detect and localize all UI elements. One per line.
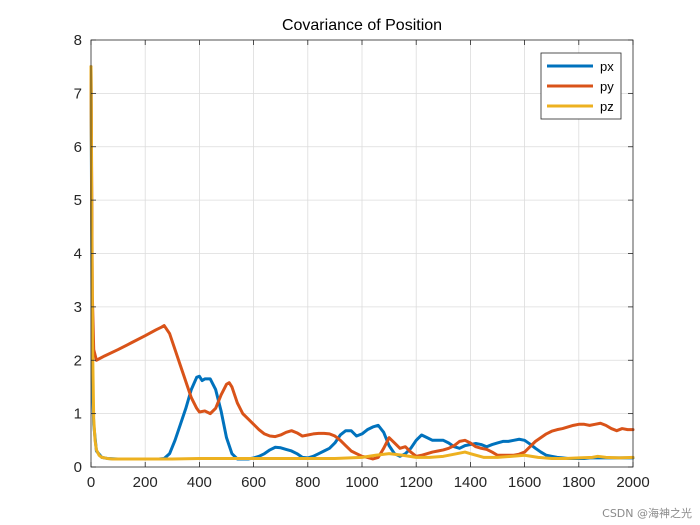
series-layer [89,65,635,461]
y-tick-label: 2 [74,352,82,369]
legend-label-px: px [600,59,614,74]
y-tick-label: 8 [74,32,82,49]
chart-title: Covariance of Position [282,17,442,34]
x-tick-label: 0 [87,474,95,491]
x-tick-label: 1600 [508,474,541,491]
x-tick-label: 1800 [562,474,595,491]
series-line-pz [89,65,635,461]
y-tick-label: 5 [74,192,82,209]
y-tick-label: 7 [74,85,82,102]
x-tick-label: 2000 [616,474,649,491]
y-tick-label: 3 [74,299,82,316]
x-tick-label: 1000 [345,474,378,491]
legend: px py pz [540,52,622,120]
y-tick-label: 1 [74,406,82,423]
x-tick-label: 600 [241,474,266,491]
ticks: 0 200 400 600 800 1000 1200 1400 1600 1800 2000 0 1 2… [74,32,650,491]
x-tick-label: 1400 [454,474,487,491]
legend-label-py: py [600,79,614,94]
y-tick-label: 4 [74,246,82,263]
y-tick-label: 0 [74,459,82,476]
x-tick-label: 800 [295,474,320,491]
x-tick-label: 200 [133,474,158,491]
x-tick-label: 1200 [400,474,433,491]
watermark: CSDN @海神之光 [602,507,692,520]
x-tick-label: 400 [187,474,212,491]
series-line-px [89,65,635,461]
legend-label-pz: pz [600,99,614,114]
y-tick-label: 6 [74,139,82,156]
